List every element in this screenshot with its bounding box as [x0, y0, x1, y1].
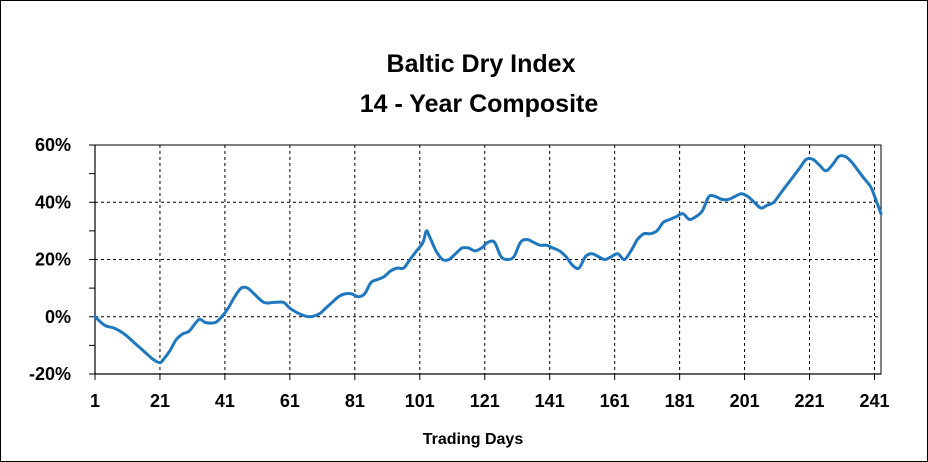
x-tick-label: 21: [150, 391, 170, 411]
series-line: [93, 154, 883, 365]
y-tick-label: 20%: [35, 250, 71, 270]
x-tick-label: 81: [345, 391, 365, 411]
x-tick-label: 181: [665, 391, 695, 411]
x-tick-label: 141: [535, 391, 565, 411]
x-tick-label: 1: [90, 391, 100, 411]
x-tick-label: 101: [405, 391, 435, 411]
x-tick-label: 61: [280, 391, 300, 411]
x-axis-title: Trading Days: [423, 431, 524, 448]
x-tick-label: 201: [730, 391, 760, 411]
y-tick-label: 0%: [45, 307, 71, 327]
x-tick-label: 121: [470, 391, 500, 411]
label-layer: -20%0%20%40%60%1 21 41 61 81 101 121 141 161 181 2…: [29, 135, 890, 411]
x-tick-label: 161: [600, 391, 630, 411]
x-tick-label: 221: [795, 391, 825, 411]
chart-title: Baltic Dry Index: [387, 50, 576, 78]
y-tick-label: -20%: [29, 364, 71, 384]
series-layer: [93, 154, 883, 365]
grid-layer: [95, 144, 881, 374]
x-tick-label: 41: [215, 391, 235, 411]
y-tick-label: 60%: [35, 135, 71, 155]
y-tick-label: 40%: [35, 192, 71, 212]
x-tick-label: 241: [859, 391, 889, 411]
chart-subtitle: 14 - Year Composite: [360, 90, 599, 118]
